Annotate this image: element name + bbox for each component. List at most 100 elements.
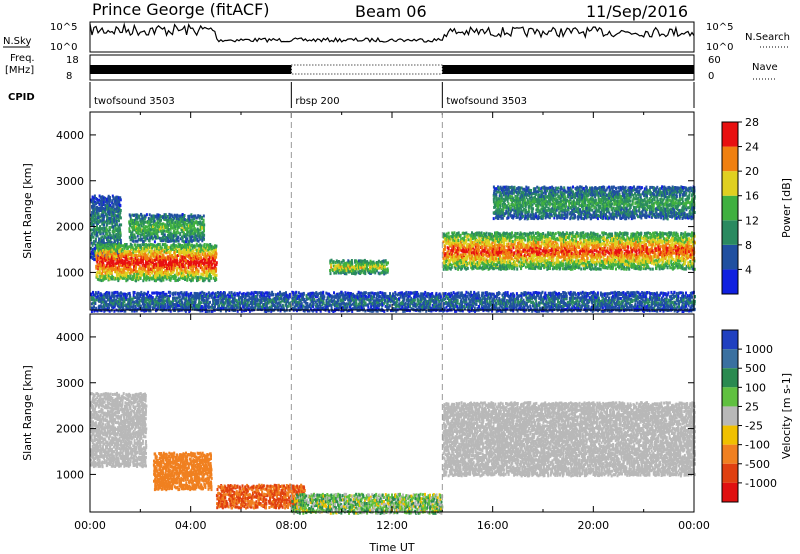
echo-cell (90, 246, 92, 250)
echo-cell (540, 242, 543, 246)
nave-label: Nave (752, 62, 778, 73)
echo-cell (107, 229, 110, 233)
echo-cell (118, 266, 121, 269)
echo-cell (94, 247, 96, 250)
echo-cell (96, 249, 99, 253)
echo-cell (111, 251, 114, 254)
echo-cell (118, 205, 121, 209)
echo-cell (99, 226, 102, 230)
echo-cell (104, 208, 107, 212)
echo-cell (95, 253, 98, 257)
echo-cell (108, 254, 111, 258)
echo-cell (115, 232, 118, 236)
echo-cell (143, 247, 146, 251)
echo-cell (586, 232, 589, 236)
echo-cell (137, 261, 140, 265)
echo-cell (176, 213, 179, 217)
echo-cell (154, 266, 157, 270)
echo-cell (147, 269, 150, 273)
cpid-segment-label: rbsp 200 (295, 96, 339, 107)
echo-cell (138, 265, 141, 268)
echo-cell (197, 230, 200, 234)
echo-cell (119, 204, 122, 208)
echo-cell (111, 205, 114, 209)
echo-cell (118, 196, 120, 200)
echo-cell (108, 202, 111, 205)
echo-cell (203, 243, 206, 246)
echo-cell (105, 226, 108, 230)
echo-cell (102, 217, 105, 221)
echo-cell (99, 219, 101, 223)
echo-cell (147, 252, 150, 256)
echo-cell (117, 254, 120, 258)
echo-cell (113, 246, 116, 250)
echo-cell (102, 239, 105, 243)
echo-cell (129, 222, 132, 226)
echo-cell (111, 276, 114, 280)
echo-cell (119, 216, 122, 220)
cpid-label: CPID (8, 92, 35, 103)
echo-cell (99, 225, 101, 229)
echo-cell (596, 237, 599, 241)
echo-cell (102, 243, 105, 247)
echo-cell (570, 247, 573, 251)
echo-cell (623, 265, 626, 269)
echo-cell (579, 239, 582, 243)
echo-cell (119, 241, 122, 245)
echo-cell (153, 264, 156, 267)
echo-cell (116, 267, 118, 270)
echo-cell (124, 261, 127, 265)
echo-cell (146, 255, 149, 259)
echo-cell (134, 259, 137, 263)
echo-cell (491, 241, 494, 245)
echo-cell (615, 267, 617, 271)
freq-label: Freq. (10, 53, 35, 64)
echo-cell (146, 264, 149, 268)
echo-cell (139, 271, 142, 275)
echo-cell (524, 265, 527, 269)
freq-tick-top: 18 (66, 55, 79, 66)
echo-cell (138, 214, 141, 218)
echo-cell (151, 271, 154, 275)
echo-cell (114, 277, 117, 281)
echo-cell (112, 256, 115, 260)
echo-cell (204, 252, 207, 256)
echo-cell (136, 270, 139, 274)
echo-cell (145, 243, 148, 246)
echo-cell (138, 252, 141, 256)
echo-cell (119, 251, 122, 255)
echo-cell (111, 242, 114, 246)
echo-cell (120, 273, 123, 276)
echo-cell (96, 260, 99, 264)
echo-cell (91, 197, 94, 201)
echo-cell (97, 254, 100, 258)
echo-cell (95, 227, 98, 231)
echo-cell (121, 276, 124, 280)
echo-cell (154, 251, 157, 255)
echo-cell (140, 258, 143, 262)
echo-cell (167, 228, 170, 231)
echo-cell (111, 199, 114, 203)
echo-cell (111, 255, 114, 259)
echo-cell (466, 266, 469, 270)
echo-cell (120, 252, 123, 256)
echo-cell (599, 252, 602, 256)
echo-cell (120, 223, 123, 227)
echo-cell (94, 237, 97, 241)
echo-cell (130, 247, 133, 251)
cpid-strip: CPID twofsound 3503 rbsp 200 twofsound 350… (8, 82, 695, 108)
echo-cell (562, 262, 565, 266)
echo-cell (111, 207, 114, 211)
echo-cell (112, 210, 115, 214)
echo-cell (193, 224, 195, 228)
echo-cell (90, 228, 93, 232)
echo-cell (162, 215, 165, 219)
echo-cell (141, 273, 144, 277)
echo-cell (123, 253, 126, 257)
echo-cell (124, 243, 126, 246)
echo-cell (125, 243, 128, 246)
echo-cell (116, 272, 119, 276)
echo-cell (136, 257, 139, 261)
echo-cell (145, 247, 148, 251)
echo-cell (112, 202, 115, 206)
